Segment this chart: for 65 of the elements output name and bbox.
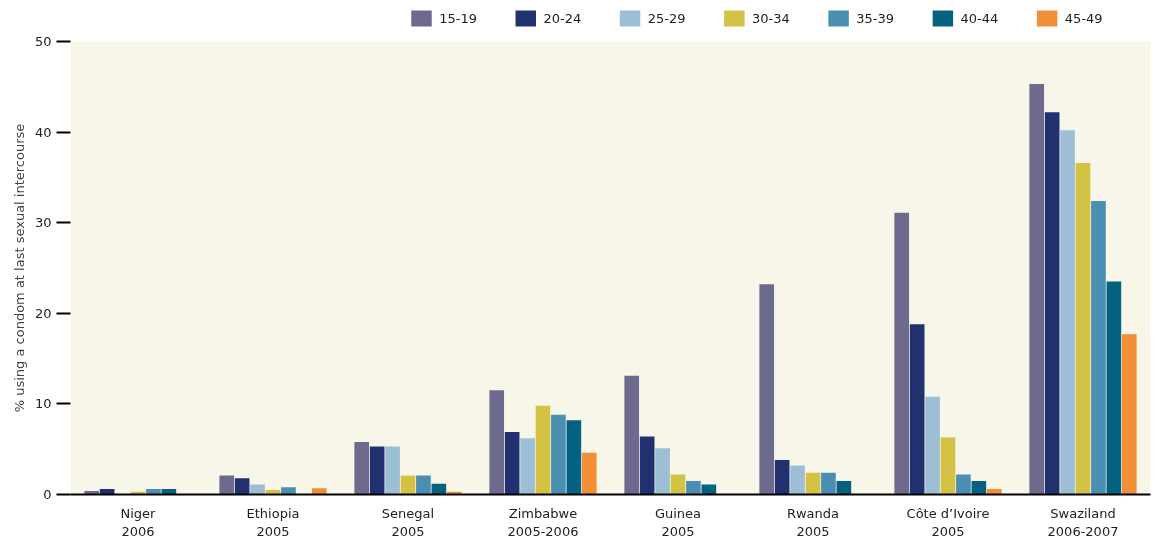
bar [971, 480, 987, 495]
bar [234, 478, 250, 495]
bar [1044, 112, 1060, 495]
bar [686, 480, 701, 495]
bar [400, 475, 416, 495]
y-tick-label: 50 [34, 34, 52, 49]
bar [146, 489, 161, 495]
y-tick-label: 10 [34, 396, 52, 412]
bar [1091, 200, 1106, 495]
bar [836, 480, 852, 495]
bar [311, 488, 327, 495]
bar [925, 396, 940, 495]
bar [1075, 162, 1091, 495]
bar [774, 460, 790, 495]
x-tick-label: Côte d’Ivoire 2005 [906, 505, 990, 539]
y-tick-label: 20 [34, 305, 52, 321]
bar [489, 390, 505, 495]
bar [551, 414, 566, 495]
legend-label: 35-39 [856, 11, 895, 26]
bar [581, 452, 597, 495]
bar [1121, 334, 1137, 495]
bar [894, 212, 910, 495]
x-tick-label: Niger 2006 [120, 505, 157, 539]
bar [805, 472, 821, 495]
legend-label: 15-19 [439, 11, 477, 26]
legend-label: 45-49 [1064, 11, 1103, 26]
bar [986, 489, 1002, 495]
legend-label: 40-44 [960, 11, 999, 26]
bar [520, 438, 535, 495]
bar [354, 441, 370, 495]
bar [909, 324, 925, 495]
bar [624, 375, 640, 495]
bar [416, 475, 431, 495]
x-tick-label: Zimbabwe 2005-2006 [507, 505, 579, 539]
y-tick-label: 0 [43, 487, 52, 502]
bar [219, 475, 235, 495]
y-axis-title: % using a condom at last sexual intercourse [11, 123, 27, 413]
bar [790, 465, 805, 495]
bar [281, 487, 296, 495]
x-tick-label: Rwanda 2005 [786, 505, 840, 539]
legend-label: 25-29 [647, 11, 686, 26]
bar [821, 472, 836, 495]
y-tick-label: 30 [34, 215, 52, 231]
bar [655, 448, 670, 495]
bar [504, 431, 520, 495]
y-tick-label: 40 [34, 124, 52, 140]
bar [385, 446, 400, 495]
x-tick-label: Ethiopia 2005 [246, 505, 300, 539]
legend-label: 20-24 [543, 11, 582, 26]
legend-label: 30-34 [752, 11, 790, 26]
bar [1060, 130, 1075, 495]
bar [369, 446, 385, 495]
bar [670, 474, 686, 495]
bar [250, 484, 265, 495]
bar [566, 420, 582, 495]
bar [956, 474, 971, 495]
x-tick-label: Swaziland 2006-2007 [1047, 505, 1119, 539]
x-tick-label: Senegal 2005 [381, 505, 435, 539]
bar [535, 405, 551, 495]
bar [639, 436, 655, 495]
bar [759, 284, 775, 495]
bar [1029, 84, 1045, 495]
bar [1106, 281, 1122, 495]
bar [940, 437, 956, 495]
x-tick-label: Guinea 2005 [654, 505, 702, 539]
